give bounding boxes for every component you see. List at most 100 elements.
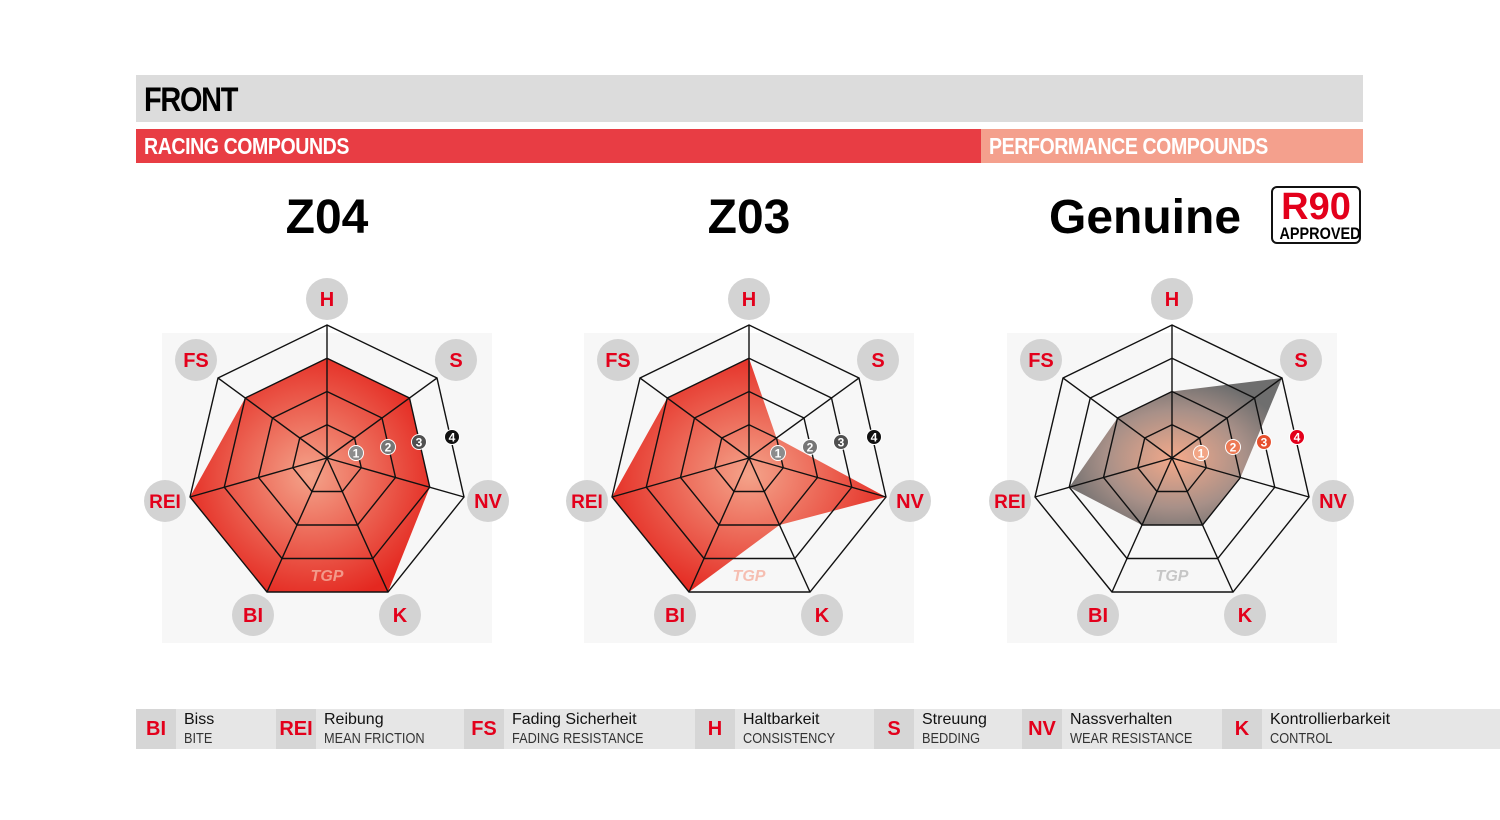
chart-title-z04: Z04 [285,191,369,244]
scale-marker-1 [348,445,364,461]
legend-english: BEDDING [922,730,981,747]
axis-label-h: H [320,289,334,311]
grid-ring-2 [257,390,397,526]
r90-approved-badge: R90 APPROVED [1271,186,1361,244]
legend-german: Reibung [324,711,384,728]
legend-english: CONTROL [1270,730,1333,747]
axis-label-k: K [393,605,408,627]
legend-code: FS [464,709,504,749]
grid-spoke [1111,457,1173,593]
scale-label-1: 1 [1198,447,1205,461]
legend-item-bi: BI Biss BITE [136,709,276,749]
axis-label-h: H [1165,289,1179,311]
axis-label-h: H [742,289,756,311]
scale-label-4: 4 [449,431,456,445]
legend-english: WEAR RESISTANCE [1070,730,1193,747]
axis-label-s: S [871,350,884,372]
axis-badge-s [857,339,899,381]
racing-label: RACING COMPOUNDS [144,133,349,159]
legend-german: Streuung [922,711,987,728]
axis-badge-s [435,339,477,381]
axis-badge-nv [889,480,931,522]
axis-label-nv: NV [1319,491,1347,513]
scale-marker-3 [411,434,427,450]
grid-spoke [217,377,328,459]
grid-ring-3 [223,357,431,560]
axis-label-bi: BI [665,605,685,627]
scale-marker-3 [1256,434,1272,450]
scale-marker-2 [1225,439,1241,455]
grid-spoke [1034,457,1173,498]
legend-item-rei: REI Reibung MEAN FRICTION [276,709,464,749]
axis-badge-k [1224,594,1266,636]
grid-ring-1 [1136,423,1208,493]
scale-marker-1 [1193,445,1209,461]
legend-item-fs: FS Fading Sicherheit FADING RESISTANCE [464,709,695,749]
chart-title-z03: Z03 [707,191,791,244]
legend-english: CONSISTENCY [743,730,836,747]
section-title: FRONT [144,81,238,119]
radar-genuine: TGP 1 2 3 4 H S NV K BI REI FS [989,278,1354,643]
radar-z03: TGP 1 2 3 4 H S NV K BI REI FS [566,278,931,643]
axis-label-s: S [1294,350,1307,372]
axis-badge-h [728,278,770,320]
grid-spoke [326,457,389,593]
grid-ring-2 [1102,390,1242,526]
axis-badge-fs [175,339,217,381]
grid-spoke [748,457,887,498]
legend-item-nv: NV Nassverhalten WEAR RESISTANCE [1022,709,1222,749]
grid-ring-4 [1034,324,1310,593]
scale-marker-4 [444,429,460,445]
scale-label-1: 1 [353,447,360,461]
axis-label-s: S [449,350,462,372]
grid-spoke [688,457,750,593]
grid-spoke [266,457,328,593]
grid-ring-3 [1068,357,1276,560]
grid-spoke [189,457,328,498]
grid-spoke [326,377,438,459]
scale-label-4: 4 [871,431,878,445]
legend-german: Biss [184,711,215,728]
grid-ring-2 [679,390,819,526]
radar-z04: TGP 1 2 3 4 H S NV K BI REI FS [144,278,509,643]
badge-sub: APPROVED [1279,224,1361,243]
axis-label-nv: NV [896,491,924,513]
legend-code: REI [276,709,316,749]
legend-item-h: H Haltbarkeit CONSISTENCY [695,709,874,749]
scale-label-4: 4 [1294,431,1301,445]
axis-badge-nv [1312,480,1354,522]
axis-badge-s [1280,339,1322,381]
grid-spoke [1171,457,1234,593]
legend-english: BITE [184,730,213,747]
tgp-watermark: TGP [311,568,344,585]
grid-spoke [611,457,750,498]
grid-ring-1 [291,423,363,493]
scale-label-2: 2 [385,441,392,455]
axis-label-bi: BI [1088,605,1108,627]
legend-german: Haltbarkeit [743,711,820,728]
axis-label-rei: REI [149,492,181,513]
axis-label-fs: FS [1028,350,1054,372]
axis-label-fs: FS [605,350,631,372]
axis-label-fs: FS [183,350,209,372]
grid-ring-1 [713,423,785,493]
legend-code: H [695,709,735,749]
grid-spoke [748,377,860,459]
scale-label-3: 3 [838,436,845,450]
grid-spoke [639,377,750,459]
scale-label-3: 3 [1261,436,1268,450]
grid-ring-4 [611,324,887,593]
scale-marker-4 [866,429,882,445]
legend-item-k: K Kontrollierbarkeit CONTROL [1222,709,1500,749]
scale-label-3: 3 [416,436,423,450]
legend-item-s: S Streuung BEDDING [874,709,1022,749]
legend-code: S [874,709,914,749]
axis-label-k: K [815,605,830,627]
scale-label-2: 2 [1230,441,1237,455]
badge-main: R90 [1281,186,1351,228]
legend-code: NV [1022,709,1062,749]
axis-badge-bi [1077,594,1119,636]
axis-badge-k [801,594,843,636]
grid-spoke [326,457,465,498]
